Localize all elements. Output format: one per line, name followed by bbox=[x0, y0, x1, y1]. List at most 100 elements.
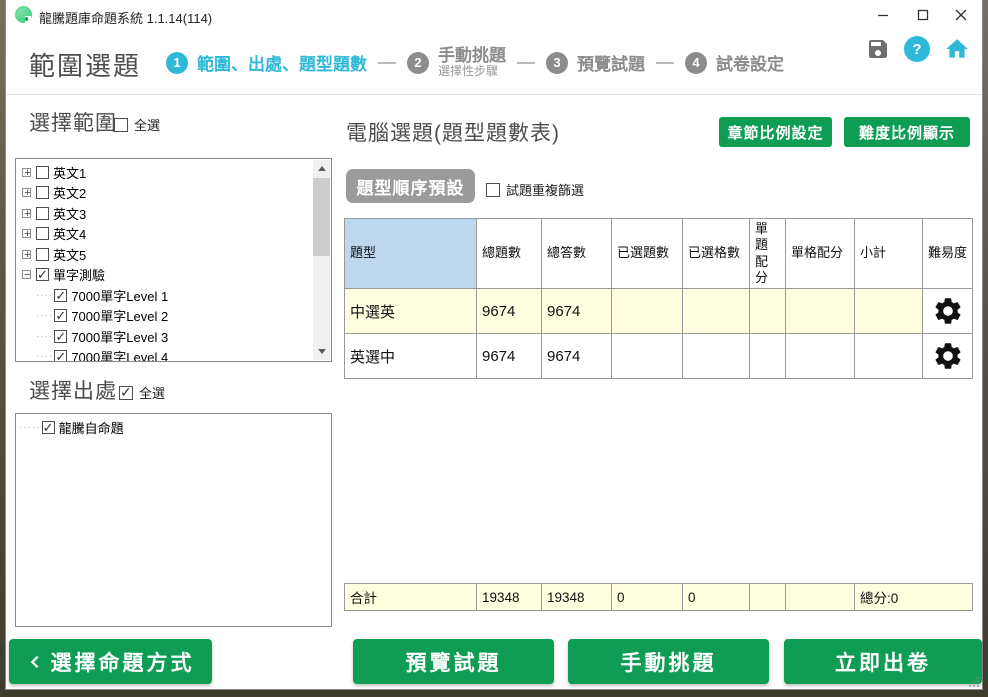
cell-per-cell-score[interactable] bbox=[785, 333, 855, 379]
generate-exam-button[interactable]: 立即出卷 bbox=[784, 639, 982, 684]
tree-item[interactable]: 英文3 bbox=[19, 203, 311, 224]
totals-selected-cells: 0 bbox=[682, 583, 750, 611]
tree-item-label[interactable]: 7000單字Level 2 bbox=[71, 309, 169, 325]
resize-grip[interactable] bbox=[969, 677, 979, 687]
cell-selected-cells[interactable] bbox=[682, 333, 750, 379]
checkbox[interactable] bbox=[36, 247, 49, 261]
range-select-all-checkbox[interactable] bbox=[114, 117, 128, 132]
col-header-total-questions: 總題數 bbox=[476, 218, 542, 289]
help-icon[interactable] bbox=[904, 36, 930, 62]
range-select-all[interactable]: 全選 bbox=[114, 115, 160, 134]
tree-item-label[interactable]: 單字測驗 bbox=[53, 268, 106, 284]
maximize-button[interactable] bbox=[904, 0, 942, 30]
difficulty-settings-gear-icon[interactable] bbox=[932, 340, 964, 372]
table-row: 中選英 9674 9674 bbox=[344, 288, 973, 334]
step-2-label: 手動挑題 bbox=[438, 45, 506, 65]
scroll-down-icon[interactable] bbox=[313, 343, 330, 360]
cell-subtotal bbox=[854, 333, 923, 379]
collapse-icon[interactable] bbox=[22, 267, 32, 284]
source-section-title: 選擇出處 bbox=[29, 380, 117, 403]
tree-item[interactable]: ···· 7000單字Level 2 bbox=[19, 306, 311, 327]
checkbox[interactable] bbox=[36, 186, 49, 200]
step-dash bbox=[378, 61, 396, 64]
range-tree-panel: 英文1 英文2 英文3 英文4 英文5 bbox=[15, 158, 332, 362]
difficulty-ratio-button[interactable]: 難度比例顯示 bbox=[844, 117, 970, 147]
tree-item-label[interactable]: 英文1 bbox=[53, 165, 87, 181]
checkbox[interactable] bbox=[54, 349, 68, 361]
tree-item-label[interactable]: 英文3 bbox=[53, 206, 87, 222]
home-icon[interactable] bbox=[944, 36, 970, 62]
app-window: 龍騰題庫命題系統 1.1.14(114) 範圍選題 1 範圍、出處、題型題數 2… bbox=[5, 0, 983, 690]
source-select-all-checkbox[interactable] bbox=[119, 384, 133, 401]
checkbox[interactable] bbox=[36, 267, 49, 283]
tree-item-label[interactable]: 英文2 bbox=[53, 186, 87, 202]
scroll-thumb[interactable] bbox=[313, 178, 330, 256]
duplicate-filter[interactable]: 試題重複篩選 bbox=[486, 180, 584, 199]
tree-item-label[interactable]: 7000單字Level 1 bbox=[71, 288, 169, 304]
step-dash bbox=[656, 61, 674, 64]
col-header-selected-questions: 已選題數 bbox=[611, 218, 683, 289]
step-1-circle: 1 bbox=[166, 51, 188, 74]
col-header-selected-cells: 已選格數 bbox=[682, 218, 750, 289]
expand-icon[interactable] bbox=[22, 165, 32, 181]
tree-item[interactable]: 英文4 bbox=[19, 224, 311, 245]
cell-per-question-score[interactable] bbox=[749, 333, 786, 379]
source-select-all[interactable]: 全選 bbox=[119, 383, 165, 402]
expand-icon[interactable] bbox=[22, 185, 32, 202]
cell-per-cell-score[interactable] bbox=[785, 288, 855, 334]
cell-selected-questions[interactable] bbox=[611, 288, 683, 334]
tree-item-label[interactable]: 龍騰自命題 bbox=[58, 420, 124, 436]
cell-selected-questions[interactable] bbox=[611, 333, 683, 379]
tree-item[interactable]: 單字測驗 bbox=[19, 265, 311, 286]
minimize-button[interactable] bbox=[864, 0, 902, 30]
cell-total-answers: 9674 bbox=[541, 333, 612, 379]
difficulty-settings-gear-icon[interactable] bbox=[932, 295, 964, 327]
step-1-label: 範圍、出處、題型題數 bbox=[197, 55, 367, 74]
preview-questions-button[interactable]: 預覽試題 bbox=[353, 639, 554, 684]
chapter-ratio-button[interactable]: 章節比例設定 bbox=[719, 117, 832, 147]
tree-item[interactable]: 英文2 bbox=[19, 183, 311, 204]
cell-type: 中選英 bbox=[344, 288, 477, 334]
cell-per-question-score[interactable] bbox=[749, 288, 786, 334]
tree-item[interactable]: 英文5 bbox=[19, 244, 311, 265]
tree-item[interactable]: ···· 7000單字Level 3 bbox=[19, 326, 311, 347]
expand-icon[interactable] bbox=[22, 247, 32, 263]
checkbox[interactable] bbox=[36, 206, 49, 220]
cell-selected-cells[interactable] bbox=[682, 288, 750, 334]
checkbox[interactable] bbox=[54, 329, 68, 345]
tree-item-label[interactable]: 7000單字Level 4 bbox=[71, 350, 169, 362]
tree-item-label[interactable]: 英文5 bbox=[53, 247, 87, 263]
window-title: 龍騰題庫命題系統 1.1.14(114) bbox=[39, 11, 213, 26]
save-icon[interactable] bbox=[866, 37, 890, 61]
tree-item[interactable]: 英文1 bbox=[19, 162, 311, 183]
back-to-method-button[interactable]: 選擇命題方式 bbox=[9, 639, 212, 684]
chevron-left-icon bbox=[27, 652, 43, 672]
expand-icon[interactable] bbox=[22, 206, 32, 222]
tree-item[interactable]: ····· 龍騰自命題 bbox=[19, 417, 311, 438]
tree-item-label[interactable]: 英文4 bbox=[53, 227, 87, 243]
checkbox[interactable] bbox=[54, 308, 68, 324]
cell-total-questions: 9674 bbox=[476, 288, 542, 334]
tree-item[interactable]: ···· 7000單字Level 1 bbox=[19, 285, 311, 306]
page-title: 範圍選題 bbox=[29, 51, 142, 81]
question-type-order-preset-button[interactable]: 題型順序預設 bbox=[346, 169, 475, 203]
main-panel-title: 電腦選題(題型題數表) bbox=[346, 122, 560, 145]
tree-item[interactable]: ···· 7000單字Level 4 bbox=[19, 347, 311, 362]
checkbox[interactable] bbox=[41, 420, 55, 436]
tree-guide: ···· bbox=[36, 330, 54, 342]
expand-icon[interactable] bbox=[22, 226, 32, 243]
manual-pick-button[interactable]: 手動挑題 bbox=[568, 639, 769, 684]
tree-item-label[interactable]: 7000單字Level 3 bbox=[71, 329, 169, 345]
step-4-circle: 4 bbox=[685, 51, 707, 74]
table-header-row: 題型 總題數 總答數 已選題數 已選格數 單題配分 單格配分 小計 難易度 bbox=[344, 218, 973, 289]
step-3-label: 預覽試題 bbox=[577, 55, 645, 74]
checkbox[interactable] bbox=[54, 288, 68, 304]
checkbox[interactable] bbox=[36, 165, 49, 179]
close-button[interactable] bbox=[942, 0, 980, 30]
checkbox[interactable] bbox=[36, 227, 49, 241]
scrollbar[interactable] bbox=[313, 160, 330, 360]
duplicate-filter-checkbox[interactable] bbox=[486, 182, 500, 197]
question-type-table: 題型 總題數 總答數 已選題數 已選格數 單題配分 單格配分 小計 難易度 中選… bbox=[344, 218, 973, 379]
col-header-subtotal: 小計 bbox=[854, 218, 923, 289]
scroll-up-icon[interactable] bbox=[313, 160, 330, 177]
